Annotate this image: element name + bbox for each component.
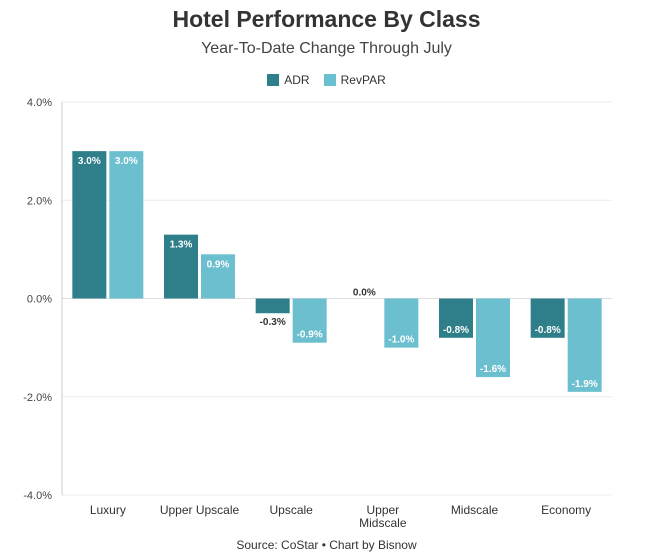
- bar-revpar: [109, 151, 144, 299]
- data-label: 3.0%: [78, 156, 101, 167]
- data-label: 0.9%: [207, 259, 230, 270]
- bar-revpar: [384, 298, 419, 348]
- data-label: -0.8%: [535, 325, 561, 336]
- data-label: -1.9%: [572, 379, 598, 390]
- legend-label-revpar: RevPAR: [340, 73, 386, 87]
- x-tick-label: Midscale: [359, 516, 407, 530]
- data-label: 1.3%: [170, 240, 193, 251]
- legend-item-revpar: RevPAR: [323, 73, 386, 87]
- y-tick-label: 2.0%: [27, 195, 52, 207]
- y-tick-label: 0.0%: [27, 294, 52, 306]
- bar-revpar: [567, 298, 602, 392]
- bar-adr: [164, 234, 198, 299]
- data-label: -0.9%: [297, 330, 323, 341]
- chart-subtitle: Year-To-Date Change Through July: [201, 40, 452, 57]
- x-tick-label: Upper: [366, 503, 399, 517]
- y-tick-label: -4.0%: [23, 490, 52, 502]
- data-label: -0.8%: [443, 325, 469, 336]
- bar-adr: [439, 298, 473, 338]
- bar-adr: [530, 298, 565, 338]
- x-tick-label: Luxury: [90, 503, 126, 517]
- x-tick-label: Economy: [541, 503, 591, 517]
- chart-title: Hotel Performance By Class: [172, 6, 481, 32]
- y-tick-label: -2.0%: [23, 392, 52, 404]
- source-note: Source: CoStar • Chart by Bisnow: [236, 538, 417, 552]
- legend-swatch-adr: [267, 74, 280, 86]
- x-tick-label: Midscale: [451, 503, 499, 517]
- x-tick-label: Upper Upscale: [160, 503, 240, 517]
- x-tick-label: Upscale: [269, 503, 313, 517]
- legend-label-adr: ADR: [284, 73, 310, 87]
- legend: ADR RevPAR: [0, 73, 653, 87]
- data-label: 3.0%: [115, 156, 138, 167]
- data-label: -1.6%: [480, 364, 506, 375]
- legend-item-adr: ADR: [267, 73, 310, 87]
- data-label: -1.0%: [388, 335, 414, 346]
- data-label: 0.0%: [353, 288, 376, 299]
- bar-revpar: [201, 254, 235, 299]
- y-tick-label: 4.0%: [27, 97, 52, 109]
- bar-revpar: [476, 298, 510, 378]
- bar-revpar: [292, 298, 327, 343]
- legend-swatch-revpar: [323, 74, 336, 86]
- bar-adr: [255, 298, 290, 314]
- bar-adr: [72, 151, 107, 299]
- data-label: -0.3%: [260, 317, 286, 328]
